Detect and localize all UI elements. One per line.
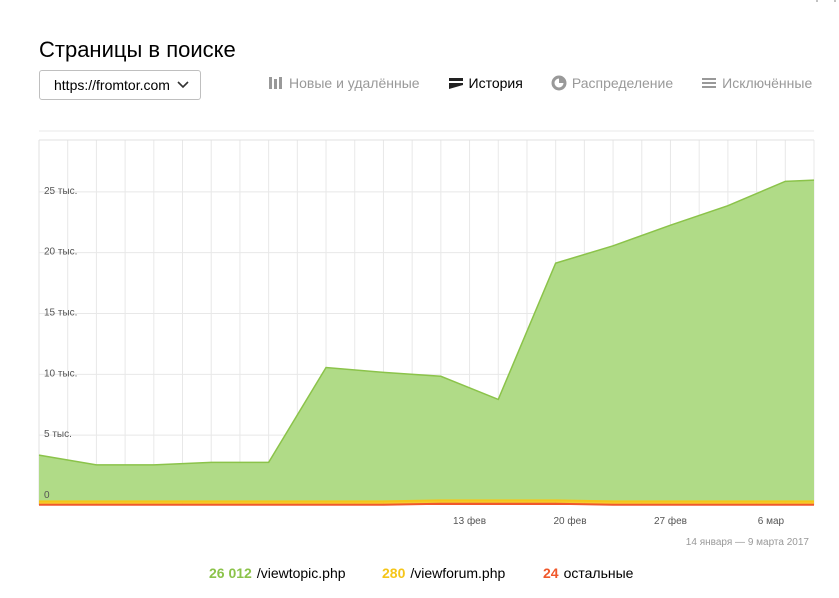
legend-label: /viewforum.php xyxy=(410,565,506,581)
y-tick-label: 15 тыс. xyxy=(44,308,77,319)
legend-item-other[interactable]: 24 остальные xyxy=(543,565,633,581)
series-line-viewforum xyxy=(39,499,814,503)
expand-icon[interactable] xyxy=(815,0,837,6)
y-tick-label: 25 тыс. xyxy=(44,186,77,197)
tabs: Новые и удалённые История Распределение … xyxy=(268,75,812,91)
y-tick-label: 5 тыс. xyxy=(44,429,72,440)
legend-total: 280 xyxy=(382,565,406,581)
x-tick-label: 13 фев xyxy=(453,515,486,527)
legend-item-viewtopic[interactable]: 26 012/viewtopic.php xyxy=(209,565,346,581)
pie-icon xyxy=(551,75,567,91)
y-tick-label: 0 xyxy=(44,490,50,501)
page-title: Страницы в поиске xyxy=(39,36,236,62)
bars-icon xyxy=(268,75,284,91)
legend-item-viewforum[interactable]: 280/viewforum.php xyxy=(382,565,505,581)
series-line-viewtopic xyxy=(38,179,815,466)
tab-label: Новые и удалённые xyxy=(289,75,420,91)
series-line-other xyxy=(39,502,814,506)
tab-new-deleted[interactable]: Новые и удалённые xyxy=(268,75,420,91)
chevron-down-icon xyxy=(177,81,189,89)
y-axis-labels: 0 5 тыс. 10 тыс. 15 тыс. 20 тыс. 25 тыс. xyxy=(44,186,77,501)
legend-label: /viewtopic.php xyxy=(256,565,346,581)
x-axis-labels: 13 фев 20 фев 27 фев 6 мар xyxy=(453,515,785,527)
stack-icon xyxy=(701,75,717,91)
tab-history[interactable]: История xyxy=(448,75,523,91)
site-select[interactable]: https://fromtor.com xyxy=(39,70,201,100)
series-area-viewtopic xyxy=(39,180,814,502)
y-tick-label: 20 тыс. xyxy=(44,247,77,258)
tab-excluded[interactable]: Исключённые xyxy=(701,75,812,91)
legend-label: остальные xyxy=(563,565,634,581)
legend-total: 24 xyxy=(543,565,559,581)
history-chart: 0 5 тыс. 10 тыс. 15 тыс. 20 тыс. 25 тыс. 13 ф… xyxy=(38,130,815,548)
layers-icon xyxy=(448,75,464,91)
x-tick-label: 27 фев xyxy=(654,515,687,527)
y-tick-label: 10 тыс. xyxy=(44,368,77,379)
site-select-value: https://fromtor.com xyxy=(54,77,170,93)
legend-total: 26 012 xyxy=(209,565,252,581)
x-tick-label: 6 мар xyxy=(758,516,785,527)
x-tick-label: 20 фев xyxy=(554,515,587,527)
chart-areas xyxy=(38,179,815,506)
tab-distribution[interactable]: Распределение xyxy=(551,75,673,91)
tab-label: История xyxy=(468,75,523,91)
tab-label: Исключённые xyxy=(722,75,813,91)
chart-period: 14 января — 9 марта 2017 xyxy=(686,537,810,548)
tab-label: Распределение xyxy=(571,75,674,91)
